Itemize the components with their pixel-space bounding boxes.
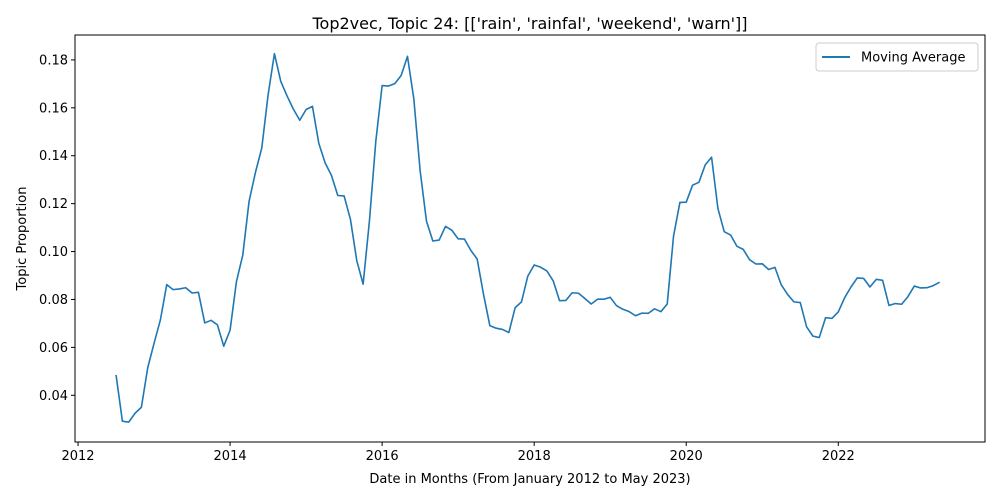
y-tick-label: 0.12 <box>39 197 68 212</box>
x-axis-label: Date in Months (From January 2012 to May… <box>369 472 690 487</box>
y-tick-label: 0.06 <box>39 341 68 356</box>
y-tick-label: 0.16 <box>39 101 68 116</box>
y-axis-label: Topic Proportion <box>15 187 30 292</box>
x-tick-label: 2018 <box>518 449 551 464</box>
legend-box <box>815 42 979 72</box>
x-tick-label: 2016 <box>366 449 399 464</box>
y-tick-label: 0.04 <box>39 389 68 404</box>
y-tick-label: 0.08 <box>39 293 68 308</box>
x-tick-label: 2020 <box>670 449 703 464</box>
x-tick-label: 2022 <box>822 449 855 464</box>
legend-label: Moving Average <box>861 51 965 66</box>
y-tick-label: 0.10 <box>39 245 68 260</box>
series-line-moving-average <box>115 52 941 423</box>
series-layer <box>115 52 941 423</box>
chart-title: Top2vec, Topic 24: [['rain', 'rainfal', … <box>311 14 747 33</box>
legend: Moving Average <box>815 42 979 72</box>
y-tick-label: 0.18 <box>39 53 68 68</box>
y-axis: 0.04 0.06 0.08 0.10 0.12 0.14 0.16 0.18 <box>39 53 75 404</box>
x-tick-label: 2012 <box>61 449 94 464</box>
plot-area <box>74 34 986 443</box>
plot-frame <box>74 34 986 443</box>
y-tick-label: 0.14 <box>39 149 68 164</box>
x-tick-label: 2014 <box>214 449 247 464</box>
x-axis: 2012 2014 2016 2018 2020 2022 <box>61 442 855 464</box>
